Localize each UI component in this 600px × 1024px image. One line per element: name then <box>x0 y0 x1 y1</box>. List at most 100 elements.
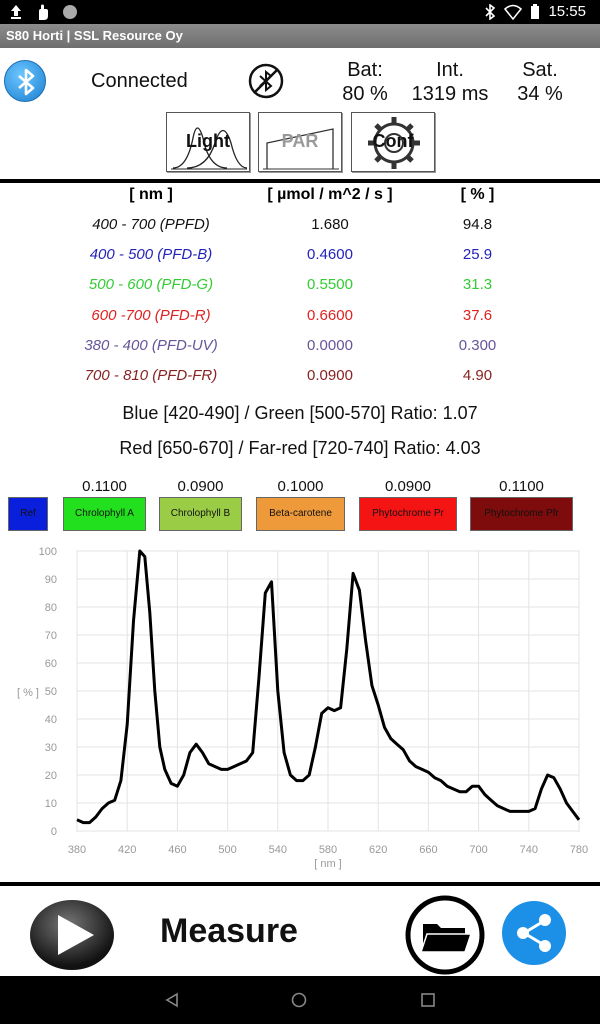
conf-button-label: Conf <box>372 131 414 151</box>
pigment-value: 0.1100 <box>499 478 544 495</box>
spectrum-line <box>76 549 581 825</box>
integration-label: Int. <box>436 59 464 81</box>
y-tick-label: 70 <box>45 630 57 642</box>
cell-percent: 37.6 <box>462 306 493 324</box>
y-tick-label: 90 <box>45 574 57 586</box>
play-button[interactable] <box>28 898 116 972</box>
pigment-value: 0.0900 <box>385 478 431 495</box>
y-tick-label: 60 <box>45 658 57 670</box>
x-tick-label: 460 <box>168 844 186 856</box>
cell-value: 1.680 <box>311 216 349 233</box>
header-umol: [ µmol / m^2 / s ] <box>267 186 393 203</box>
notification-icons <box>8 3 78 21</box>
open-folder-button[interactable] <box>403 894 487 976</box>
saturation-value: 34 % <box>517 83 563 105</box>
pigment-button[interactable]: Chrolophyll B <box>159 497 242 531</box>
integration-value: 1319 ms <box>411 83 489 105</box>
battery-stat: Bat: 80 % <box>330 58 400 106</box>
y-tick-label: 40 <box>45 714 57 726</box>
spectrum-chart-svg: 0 10 20 30 40 50 60 70 80 90 100 380 420 460 500 540 580… <box>17 546 588 870</box>
table-row: 600 -700 (PFD-R) 0.6600 37.6 <box>0 307 600 337</box>
par-button[interactable]: PAR <box>258 112 342 172</box>
x-tick-label: 500 <box>218 844 236 856</box>
cell-range: 380 - 400 (PFD-UV) <box>84 336 218 354</box>
pigment-bar: Ref Chrolophyll A 0.1100 Chrolophyll B 0.090… <box>0 478 600 534</box>
header-panel: Connected Bat: 80 % Int. 1319 ms Sat. 34… <box>0 48 600 178</box>
y-axis-label: [ % ] <box>17 687 39 699</box>
cell-range: 400 - 700 (PPFD) <box>92 216 210 233</box>
light-button[interactable]: Light <box>166 112 250 172</box>
saturation-stat: Sat. 34 % <box>505 58 575 106</box>
clock: 15:55 <box>548 3 586 20</box>
table-row: 400 - 500 (PFD-B) 0.4600 25.9 <box>0 246 600 276</box>
cell-percent: 25.9 <box>462 246 493 264</box>
system-nav-bar <box>0 976 600 1024</box>
x-tick-label: 740 <box>520 844 538 856</box>
cell-range: 700 - 810 (PFD-FR) <box>84 367 218 384</box>
x-tick-label: 780 <box>570 844 588 856</box>
table-row: 400 - 700 (PPFD) 1.680 94.8 <box>0 216 600 246</box>
integration-stat: Int. 1319 ms <box>400 58 500 106</box>
cell-value: 0.6600 <box>307 306 353 324</box>
share-button[interactable] <box>501 900 567 966</box>
pigment-value: 0.0900 <box>177 478 224 495</box>
pigment-button[interactable]: Ref <box>8 497 48 531</box>
x-tick-label: 660 <box>419 844 437 856</box>
app-title-bar: S80 Horti | SSL Resource Oy <box>0 24 600 48</box>
x-tick-label: 620 <box>369 844 387 856</box>
x-tick-label: 540 <box>269 844 287 856</box>
table-row: 380 - 400 (PFD-UV) 0.0000 0.300 <box>0 337 600 367</box>
table-row: 500 - 600 (PFD-G) 0.5500 31.3 <box>0 276 600 306</box>
bluetooth-connect-button[interactable] <box>4 60 46 102</box>
x-tick-label: 380 <box>68 844 86 856</box>
par-icon <box>263 128 339 170</box>
table-header: [ nm ] [ µmol / m^2 / s ] [ % ] <box>0 186 600 216</box>
bluetooth-icon <box>485 3 496 20</box>
y-tick-label: 30 <box>45 742 57 754</box>
header-nm: [ nm ] <box>129 186 173 203</box>
cell-percent: 94.8 <box>462 216 493 233</box>
cell-percent: 31.3 <box>462 276 493 294</box>
bluetooth-disabled-icon[interactable] <box>247 62 285 100</box>
header-divider <box>0 179 600 183</box>
circle-icon <box>63 5 77 19</box>
play-icon <box>58 915 94 955</box>
pigment-button[interactable]: Phytochrome Pr <box>359 497 457 531</box>
y-tick-label: 10 <box>45 798 57 810</box>
pigment-button[interactable]: Chrolophyll A <box>63 497 146 531</box>
cell-percent: 4.90 <box>462 367 493 384</box>
bottom-divider <box>0 882 600 886</box>
conf-button[interactable]: Conf <box>351 112 435 172</box>
red-farred-ratio: Red [650-670] / Far-red [720-740] Ratio:… <box>119 438 481 458</box>
cell-range: 600 -700 (PFD-R) <box>91 306 211 324</box>
battery-label: Bat: <box>347 59 383 81</box>
cell-value: 0.0000 <box>307 336 353 354</box>
y-tick-label: 80 <box>45 602 57 614</box>
y-tick-label: 50 <box>45 686 57 698</box>
connection-status: Connected <box>91 70 188 92</box>
x-tick-label: 420 <box>118 844 136 856</box>
y-tick-label: 0 <box>51 826 57 838</box>
blue-green-ratio: Blue [420-490] / Green [500-570] Ratio: … <box>122 403 478 423</box>
gear-icon <box>368 117 420 169</box>
cell-range: 500 - 600 (PFD-G) <box>88 276 214 294</box>
share-icon <box>517 914 551 952</box>
measure-label[interactable]: Measure <box>160 912 298 950</box>
x-tick-label: 580 <box>319 844 337 856</box>
pigment-value: 0.1000 <box>277 478 324 495</box>
pigment-button[interactable]: Phytochrome Pfr <box>470 497 573 531</box>
home-icon[interactable] <box>291 992 307 1008</box>
x-axis-label: [ nm ] <box>314 858 342 870</box>
back-icon[interactable] <box>164 992 180 1008</box>
upload-icon <box>11 5 21 19</box>
y-tick-label: 100 <box>39 546 57 558</box>
par-button-label: PAR <box>281 131 319 151</box>
y-tick-label: 20 <box>45 770 57 782</box>
cell-value: 0.4600 <box>307 246 353 264</box>
recents-icon[interactable] <box>420 992 436 1008</box>
pigment-button[interactable]: Beta-carotene <box>256 497 345 531</box>
wifi-icon <box>504 4 523 20</box>
battery-value: 80 % <box>342 83 388 105</box>
bluetooth-icon <box>18 68 35 96</box>
battery-icon <box>531 3 540 19</box>
